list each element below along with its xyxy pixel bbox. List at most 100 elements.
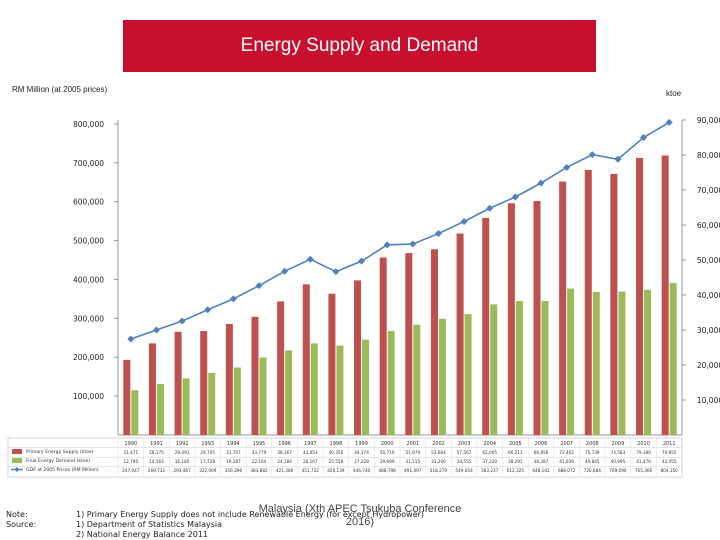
gdp-point [178, 317, 186, 325]
axes-layer: 100,000 200,000 300,000 400,000 500,000 600,0… [73, 116, 720, 436]
table-cell: 66,211 [508, 450, 523, 455]
table-cell: 648,102 [532, 468, 550, 473]
table-cell: 14,563 [149, 459, 164, 464]
primary-supply-bar [302, 284, 310, 435]
gdp-point [383, 241, 391, 249]
table-cell: 720,684 [584, 468, 602, 473]
table-cell: 24,184 [277, 459, 292, 464]
table-cell: 38,291 [508, 459, 523, 464]
final-demand-bar [182, 378, 190, 435]
gdp-point [281, 267, 289, 275]
left-axis-label: RM Million (at 2005 prices) [12, 85, 108, 94]
final-demand-legend-key [12, 458, 22, 463]
table-cell: 383,882 [250, 468, 268, 473]
table-cell: 451,722 [302, 468, 320, 473]
table-cell: 40,845 [585, 459, 600, 464]
chart-title: Energy Supply and Demand [240, 35, 479, 56]
table-cell: 31,515 [405, 459, 420, 464]
primary-supply-bar [661, 155, 669, 435]
final-demand-bar [285, 350, 293, 435]
year-label: 2007 [560, 441, 573, 447]
right-tick-label: 30,000 [697, 326, 720, 335]
year-label: 1995 [253, 441, 266, 447]
gdp-point [665, 118, 673, 126]
gdp-line [130, 121, 670, 340]
table-cell: 72,402 [559, 450, 574, 455]
table-cell: 43,455 [662, 459, 677, 464]
table-cell: 29,491 [175, 450, 190, 455]
table-cell: 79,180 [636, 450, 651, 455]
table-cell: 40,995 [611, 459, 626, 464]
table-cell: 549,054 [455, 468, 473, 473]
primary-supply-bar [200, 331, 208, 435]
gdp-point [434, 230, 442, 238]
table-cell: 34,555 [457, 459, 472, 464]
final-demand-bar [131, 390, 139, 435]
final-demand-bar [490, 304, 498, 435]
year-label: 2006 [535, 441, 548, 447]
left-tick-label: 300,000 [73, 314, 104, 323]
table-cell: 26,175 [149, 450, 164, 455]
title-banner: Energy Supply and Demand [123, 20, 596, 72]
year-label: 2004 [483, 441, 496, 447]
table-cell: 22,164 [252, 459, 267, 464]
year-label: 1993 [201, 441, 214, 447]
left-tick-label: 500,000 [73, 237, 104, 246]
primary-supply-bar [533, 201, 541, 435]
table-cell: 29,705 [200, 450, 215, 455]
final-demand-bar [310, 343, 318, 435]
primary-supply-bar [430, 249, 438, 435]
gdp-point [306, 255, 314, 263]
primary-supply-bar [482, 217, 490, 435]
table-cell: 44,174 [354, 450, 369, 455]
year-label: 1996 [278, 441, 291, 447]
year-label: 1992 [176, 441, 189, 447]
year-label: 1999 [355, 441, 368, 447]
table-cell: 765,366 [635, 468, 653, 473]
table-cell: 66,856 [534, 450, 549, 455]
legend-entry: Final Energy Demand (ktoe) [26, 458, 90, 464]
primary-supply-bar [354, 280, 362, 435]
final-demand-bar [669, 282, 677, 435]
table-cell: 29,699 [380, 459, 395, 464]
table-cell: 25,558 [329, 459, 344, 464]
primary-supply-bar [277, 301, 285, 435]
year-label: 1998 [330, 441, 343, 447]
table-cell: 79,855 [662, 450, 677, 455]
table-cell: 51,979 [405, 450, 420, 455]
table-cell: 38,287 [534, 459, 549, 464]
line-layer [127, 118, 673, 343]
primary-supply-bar [123, 359, 131, 435]
gdp-point [255, 282, 263, 290]
gdp-point [127, 335, 135, 343]
gdp-point [460, 218, 468, 225]
table-cell: 19,287 [226, 459, 241, 464]
table-cell: 41,839 [559, 459, 574, 464]
bars-layer [123, 155, 677, 435]
table-cell: 293,467 [173, 468, 191, 473]
final-demand-bar [413, 324, 421, 435]
year-label: 2001 [406, 441, 419, 447]
primary-supply-bar [584, 169, 592, 435]
table-cell: 420,139 [327, 468, 345, 473]
right-tick-label: 80,000 [697, 151, 720, 160]
table-cell: 421,380 [276, 468, 294, 473]
final-demand-bar [233, 367, 241, 435]
table-cell: 37,320 [482, 459, 497, 464]
primary-supply-bar [456, 233, 464, 435]
left-tick-label: 100,000 [73, 392, 104, 401]
table-cell: 350,396 [225, 468, 243, 473]
table-cell: 612,325 [507, 468, 525, 473]
table-cell: 74,583 [611, 450, 626, 455]
right-axis-label: ktoe [666, 89, 682, 98]
left-tick-label: 400,000 [73, 275, 104, 284]
left-tick-label: 700,000 [73, 159, 104, 168]
year-label: 1997 [304, 441, 317, 447]
left-tick-label: 800,000 [73, 120, 104, 129]
table-cell: 518,279 [430, 468, 448, 473]
primary-supply-bar [251, 316, 259, 435]
table-frame [7, 437, 683, 478]
final-demand-bar [541, 300, 549, 435]
table-cell: 43,053 [303, 450, 318, 455]
table-cell: 57,567 [457, 450, 472, 455]
